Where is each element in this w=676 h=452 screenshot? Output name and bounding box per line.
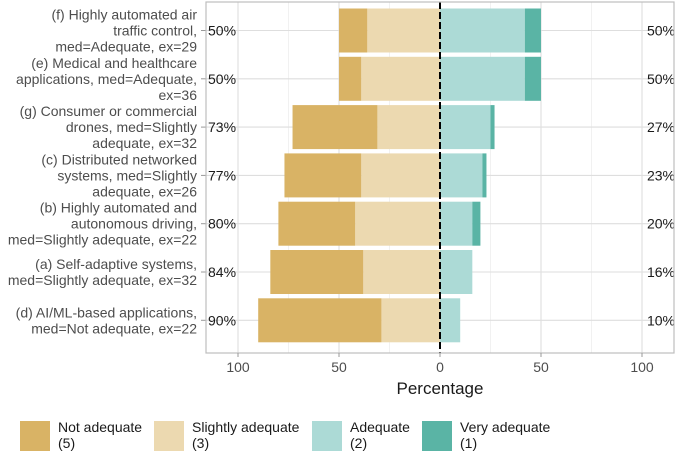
right-percentage-label: 16% — [647, 264, 675, 280]
bar-segment — [440, 153, 483, 198]
legend-swatch-very-adequate — [422, 421, 452, 451]
right-percentage-label: 50% — [647, 23, 675, 39]
category-label: med=Slightly adequate, ex=32 — [8, 272, 197, 288]
bar-segment — [339, 56, 362, 101]
bar-segment — [258, 298, 382, 343]
legend: Not adequate (5) Slightly adequate (3) A… — [0, 418, 676, 452]
legend-code: (3) — [192, 435, 210, 451]
left-percentage-label: 84% — [208, 264, 236, 280]
category-label: drones, med=Slightly — [66, 119, 197, 135]
left-percentage-label: 80% — [208, 216, 236, 232]
bar-segment — [270, 250, 364, 294]
legend-label: Very adequate — [460, 419, 551, 435]
category-label: med=Not adequate, ex=22 — [31, 320, 197, 336]
bar-segment — [440, 250, 473, 294]
bar-segment — [339, 8, 368, 53]
bar-segment — [472, 201, 481, 246]
bar-segment — [524, 8, 541, 53]
right-percentage-label: 27% — [647, 119, 675, 135]
x-tick-label: 50 — [533, 359, 549, 375]
bar-segment — [440, 201, 473, 246]
category-label: (f) Highly automated air — [51, 7, 197, 23]
x-tick-label: 0 — [436, 359, 444, 375]
category-label: (e) Medical and healthcare — [31, 55, 197, 71]
category-label: applications, med=Adequate, — [16, 71, 197, 87]
bar-segment — [363, 250, 440, 294]
left-percentage-label: 73% — [208, 119, 236, 135]
legend-code: (1) — [460, 435, 478, 451]
category-label: (g) Consumer or commercial — [20, 103, 197, 119]
legend-label: Adequate — [350, 419, 410, 435]
category-label: adequate, ex=26 — [92, 183, 197, 199]
category-label: systems, med=Slightly — [57, 167, 197, 183]
bar-segment — [278, 201, 356, 246]
category-label: ex=36 — [158, 87, 197, 103]
diverging-bar-chart: Percentage 50% 50% (f) Highly automated ai… — [8, 1, 675, 398]
left-percentage-label: 50% — [208, 71, 236, 87]
legend-label: Slightly adequate — [192, 419, 300, 435]
bar-segment — [440, 56, 525, 101]
bar-segment — [440, 298, 461, 343]
legend-code: (2) — [350, 435, 368, 451]
bar-segment — [440, 8, 525, 53]
bar-segment — [524, 56, 541, 101]
x-tick-label: 100 — [226, 359, 250, 375]
legend-code: (5) — [58, 435, 76, 451]
bars-layer — [258, 8, 541, 343]
bar-segment — [490, 105, 495, 150]
right-percentage-label: 10% — [647, 312, 675, 328]
category-label: med=Slightly adequate, ex=22 — [8, 232, 197, 248]
right-percentage-label: 23% — [647, 167, 675, 183]
category-label: adequate, ex=32 — [92, 135, 197, 151]
x-axis-title: Percentage — [397, 379, 484, 398]
x-tick-label: 50 — [331, 359, 347, 375]
bar-segment — [361, 56, 440, 101]
bar-segment — [361, 153, 440, 198]
category-label: (b) Highly automated and — [40, 200, 197, 216]
category-label: (d) AI/ML-based applications, — [16, 304, 197, 320]
category-label: autonomous driving, — [71, 216, 197, 232]
x-tick-label: 100 — [630, 359, 654, 375]
bar-segment — [482, 153, 487, 198]
right-percentage-label: 20% — [647, 216, 675, 232]
legend-swatch-adequate — [312, 421, 342, 451]
left-percentage-label: 50% — [208, 23, 236, 39]
bar-segment — [292, 105, 378, 150]
bar-segment — [284, 153, 362, 198]
legend-swatch-not-adequate — [20, 421, 50, 451]
bar-segment — [381, 298, 440, 343]
right-percentage-label: 50% — [647, 71, 675, 87]
category-label: (c) Distributed networked — [41, 151, 197, 167]
left-percentage-label: 77% — [208, 167, 236, 183]
bar-segment — [440, 105, 491, 150]
bar-segment — [377, 105, 440, 150]
category-label: med=Adequate, ex=29 — [55, 39, 197, 55]
category-label: (a) Self-adaptive systems, — [35, 256, 197, 272]
bar-segment — [367, 8, 440, 53]
legend-swatch-slightly-adequate — [154, 421, 184, 451]
category-label: traffic control, — [113, 23, 197, 39]
bar-segment — [355, 201, 440, 246]
legend-label: Not adequate — [58, 419, 143, 435]
left-percentage-label: 90% — [208, 312, 236, 328]
